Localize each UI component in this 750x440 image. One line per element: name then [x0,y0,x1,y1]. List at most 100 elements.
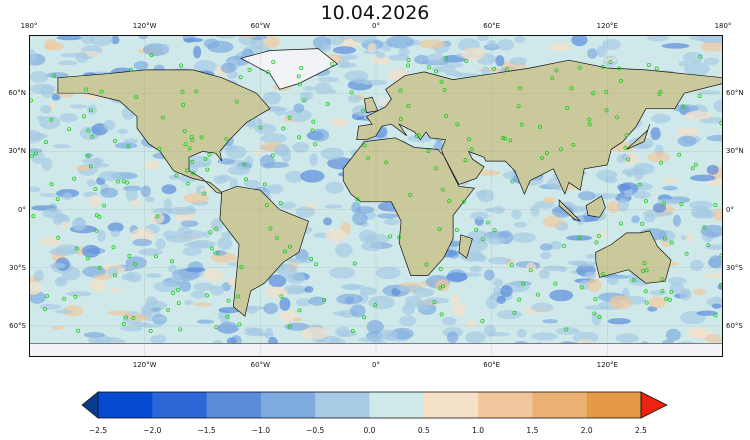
anomaly-patch [65,291,92,297]
buoy-marker [99,89,104,94]
colorbar-segment [260,392,316,418]
buoy-marker [190,137,195,142]
lon-label-bottom: 120°W [132,361,157,369]
anomaly-patch [531,332,558,341]
buoy-marker [569,86,574,91]
anomaly-patch [193,282,214,291]
buoy-marker [76,328,81,333]
anomaly-patch [49,247,78,256]
anomaly-patch [126,313,148,322]
colorbar-segment [152,392,208,418]
anomaly-patch [161,43,170,54]
anomaly-patch [203,38,220,49]
anomaly-patch [182,246,202,256]
buoy-marker [604,89,609,94]
lat-label-left: 0° [18,205,26,214]
anomaly-patch [263,302,279,315]
buoy-marker [693,162,698,167]
anomaly-patch [126,265,136,270]
anomaly-patch [631,215,640,224]
anomaly-patch [375,266,401,280]
buoy-marker [296,74,301,79]
anomaly-patch [514,35,526,43]
anomaly-patch [587,48,598,59]
anomaly-patch [446,331,459,344]
anomaly-patch [352,77,369,84]
buoy-marker [134,95,139,100]
buoy-marker [29,153,34,158]
anomaly-patch [292,317,303,322]
anomaly-patch [145,296,158,308]
buoy-marker [191,171,196,176]
buoy-marker [287,115,292,120]
buoy-marker [553,281,558,286]
buoy-marker [311,119,316,124]
landmass-borneo [585,195,606,218]
anomaly-patch [706,164,719,175]
anomaly-patch [648,296,667,309]
buoy-marker [618,78,623,83]
anomaly-patch [615,333,639,343]
anomaly-patch [114,142,138,149]
buoy-marker [31,214,36,219]
anomaly-patch [378,329,399,341]
buoy-marker [112,273,117,278]
anomaly-patch [71,217,87,231]
anomaly-patch [633,190,651,199]
buoy-marker [125,180,130,185]
buoy-marker [594,240,599,245]
buoy-marker [669,290,674,295]
buoy-marker [619,221,624,226]
buoy-marker [183,142,188,147]
anomaly-patch [265,286,288,299]
anomaly-patch [309,153,318,166]
buoy-marker [444,56,449,61]
buoy-marker [237,322,242,327]
anomaly-patch [62,192,73,201]
buoy-marker [178,63,183,68]
anomaly-patch [577,191,596,201]
anomaly-patch [435,279,450,292]
anomaly-patch [149,334,167,344]
buoy-marker [662,201,667,206]
lon-label-top: 180° [20,22,38,30]
anomaly-patch [384,218,400,226]
buoy-marker [509,263,514,268]
anomaly-patch [31,151,45,164]
lon-label-top: 180° [714,22,732,30]
anomaly-patch [253,150,265,155]
buoy-marker [128,67,133,72]
buoy-marker [643,199,648,204]
anomaly-patch [304,91,314,100]
anomaly-patch [138,35,149,40]
buoy-marker [600,64,605,69]
buoy-marker [174,173,179,178]
anomaly-patch [153,316,166,321]
anomaly-patch [103,120,116,131]
buoy-marker [562,243,567,248]
buoy-marker [510,179,515,184]
buoy-marker [148,328,153,333]
anomaly-patch [361,241,383,252]
anomaly-patch [56,35,83,41]
colorbar-tick-label: 1.5 [526,426,539,435]
buoy-marker [264,203,269,208]
anomaly-patch [487,39,497,48]
buoy-marker [596,233,601,238]
buoy-marker [194,89,199,94]
colorbar-segment [206,392,262,418]
buoy-marker [278,201,283,206]
anomaly-patch [153,281,180,293]
anomaly-patch [89,279,106,292]
anomaly-patch [451,293,460,305]
anomaly-patch [29,49,37,63]
anomaly-patch [167,206,195,216]
buoy-marker [170,259,175,264]
anomaly-patch [69,104,88,109]
buoy-marker [406,57,411,62]
buoy-marker [299,66,304,71]
anomaly-patch [133,60,149,71]
colorbar-tick-label: 0.0 [363,426,376,435]
buoy-marker [153,254,158,259]
buoy-marker [434,166,439,171]
